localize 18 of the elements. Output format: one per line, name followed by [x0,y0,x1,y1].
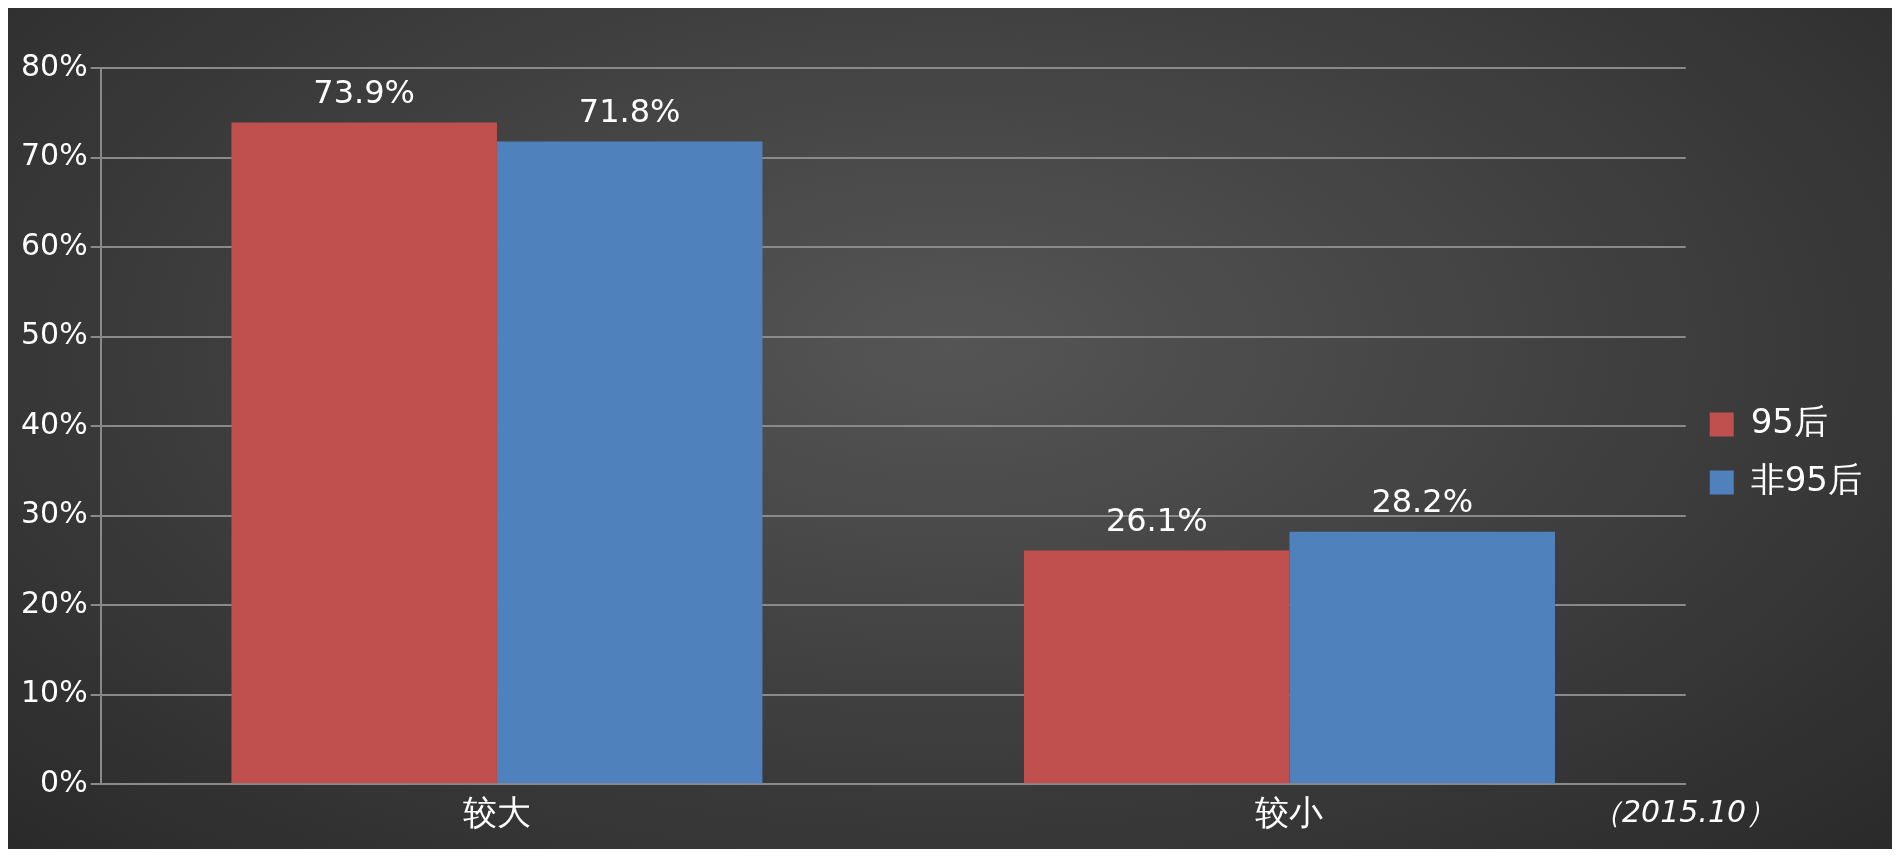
y-tick-label: 10% [20,674,88,710]
y-tick-label: 20% [20,584,88,620]
y-tick-label: 60% [20,226,88,262]
y-tick-label: 50% [20,316,88,352]
data-label: 73.9% [313,72,416,111]
y-tick-label: 80% [20,47,88,83]
y-tick-label: 70% [20,137,88,173]
legend-label: 95后 [1750,401,1828,442]
x-tick-label: 较大 [462,792,531,833]
data-label: 28.2% [1371,482,1474,521]
y-tick-label: 40% [20,405,88,441]
legend-label: 非95后 [1750,459,1862,500]
data-label: 71.8% [578,91,681,130]
x-tick-label: 较小 [1255,792,1324,833]
y-tick-label: 30% [20,495,88,531]
data-label: 26.1% [1105,500,1208,539]
text: （2015.10） [1592,793,1777,829]
y-tick-label: 0% [40,764,88,799]
